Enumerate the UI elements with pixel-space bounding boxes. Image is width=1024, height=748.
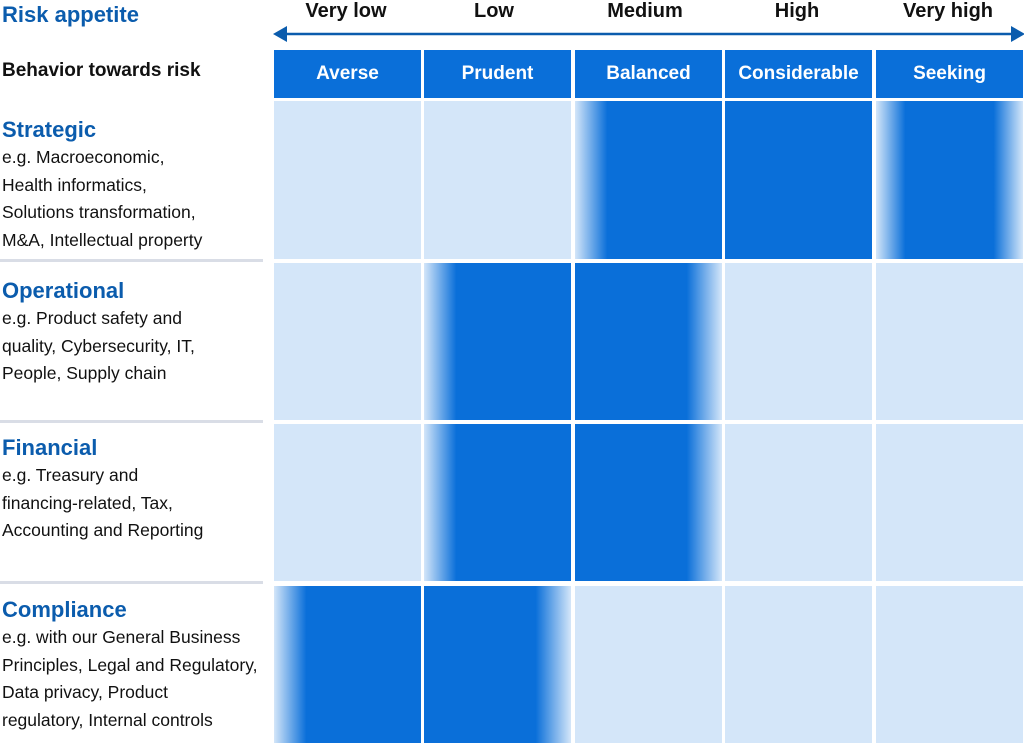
row-divider — [0, 420, 263, 423]
row-label-financial: Financial e.g. Treasury and financing-re… — [2, 435, 264, 545]
row-title: Operational — [2, 278, 125, 303]
row-divider — [0, 259, 263, 262]
desc-line: quality, Cybersecurity, IT, — [2, 335, 195, 356]
row-label-compliance: Compliance e.g. with our General Busines… — [2, 597, 264, 734]
desc-line: Accounting and Reporting — [2, 520, 204, 540]
desc-line: Solutions transformation, — [2, 202, 196, 222]
cell-financial-balanced — [575, 424, 722, 581]
cell-strategic-averse — [274, 101, 421, 259]
desc-line: regulatory, Internal controls — [2, 709, 213, 730]
cell-operational-considerable — [725, 263, 872, 420]
desc-line: e.g. Macroeconomic, — [2, 147, 165, 167]
header-averse: Averse — [274, 50, 421, 98]
cell-strategic-seeking — [876, 101, 1023, 259]
desc-line: M&A, Intellectual property — [2, 229, 203, 250]
cell-strategic-considerable — [725, 101, 872, 259]
scale-label-very-low: Very low — [305, 0, 387, 22]
desc-line: financing-related, Tax, — [2, 492, 173, 513]
cell-compliance-prudent — [424, 586, 571, 743]
cell-compliance-considerable — [725, 586, 872, 743]
cell-operational-averse — [274, 263, 421, 420]
cell-operational-seeking — [876, 263, 1023, 420]
row-description: e.g. Treasury and financing-related, Tax… — [2, 462, 264, 545]
row-title: Compliance — [2, 597, 127, 622]
desc-line: People, Supply chain — [2, 363, 167, 383]
scale-label-low: Low — [474, 0, 514, 22]
header-seeking: Seeking — [876, 50, 1023, 98]
cell-compliance-balanced — [575, 586, 722, 743]
cell-operational-balanced — [575, 263, 722, 420]
double-arrow-icon — [273, 26, 1024, 42]
cell-financial-prudent — [424, 424, 571, 581]
cell-compliance-seeking — [876, 586, 1023, 743]
cell-compliance-averse — [274, 586, 421, 743]
cell-financial-seeking — [876, 424, 1023, 581]
desc-line: e.g. Product safety and — [2, 308, 182, 328]
scale-label-very-high: Very high — [902, 0, 994, 22]
cell-financial-considerable — [725, 424, 872, 581]
header-prudent: Prudent — [424, 50, 571, 98]
row-label-strategic: Strategic e.g. Macroeconomic, Health inf… — [2, 117, 264, 254]
row-divider — [0, 581, 263, 584]
row-title: Strategic — [2, 117, 97, 142]
desc-line: e.g. with our General Business — [2, 627, 241, 647]
scale-label-medium: Medium — [607, 0, 683, 22]
header-balanced: Balanced — [575, 50, 722, 98]
behavior-label: Behavior towards risk — [2, 60, 201, 81]
desc-line: Principles, Legal and Regulatory, — [2, 654, 258, 675]
row-description: e.g. Product safety and quality, Cyberse… — [2, 305, 264, 388]
cell-operational-prudent — [424, 263, 571, 420]
desc-line: e.g. Treasury and — [2, 465, 139, 485]
cell-financial-averse — [274, 424, 421, 581]
desc-line: Data privacy, Product — [2, 682, 168, 702]
scale-label-high: High — [774, 0, 820, 22]
row-title: Financial — [2, 435, 98, 460]
row-description: e.g. Macroeconomic, Health informatics, … — [2, 144, 264, 254]
chart-title: Risk appetite — [2, 2, 139, 27]
row-description: e.g. with our General Business Principle… — [2, 624, 264, 734]
header-considerable: Considerable — [725, 50, 872, 98]
desc-line: Health informatics, — [2, 174, 147, 195]
cell-strategic-balanced — [575, 101, 722, 259]
cell-strategic-prudent — [424, 101, 571, 259]
row-label-operational: Operational e.g. Product safety and qual… — [2, 278, 264, 388]
